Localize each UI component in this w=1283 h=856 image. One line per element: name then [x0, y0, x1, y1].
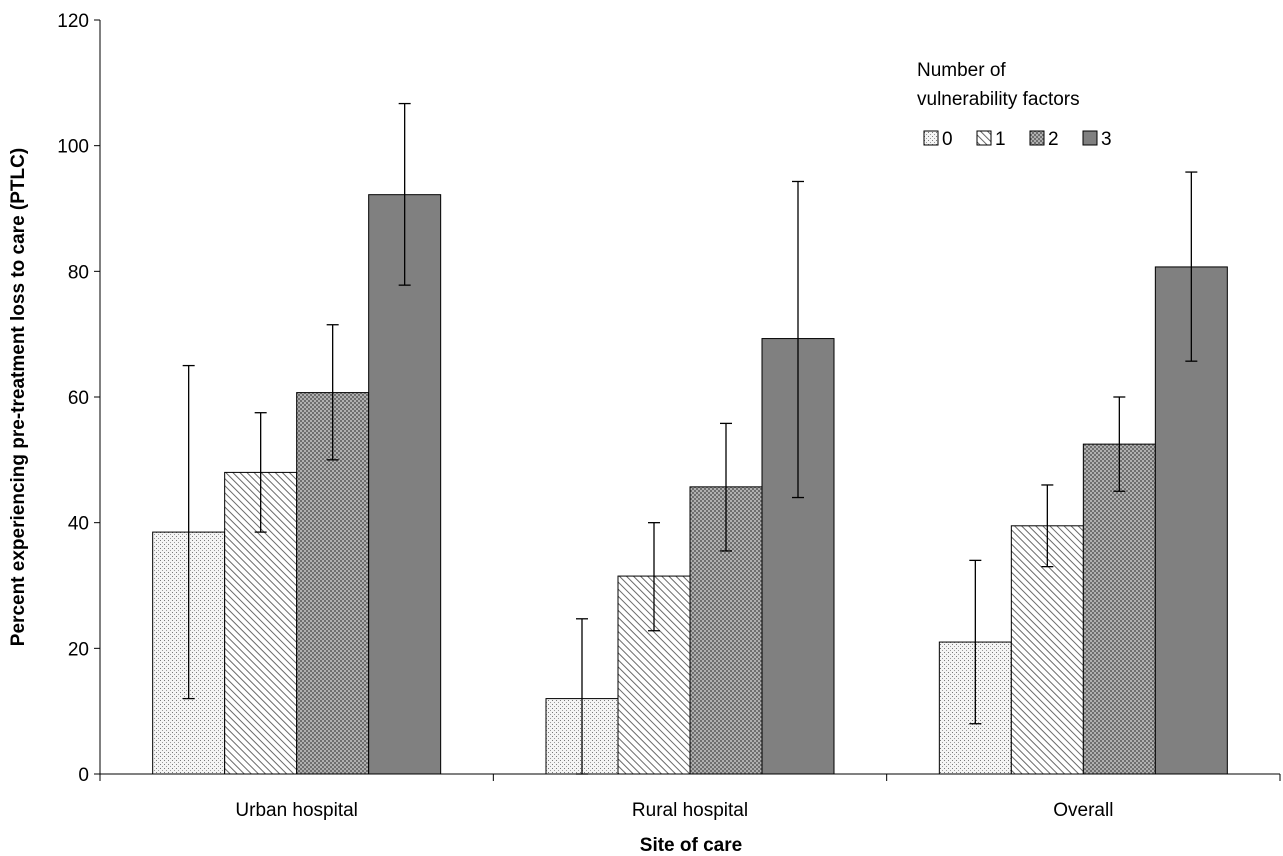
legend-swatch-3 [1082, 130, 1098, 146]
error-bar-series-2-0 [326, 324, 339, 461]
legend: Number of vulnerability factors 0 1 2 3 [917, 60, 1112, 150]
legend-label-0: 0 [942, 129, 953, 150]
legend-label-2: 2 [1048, 129, 1059, 150]
legend-title-line-1: Number of [917, 60, 1006, 81]
error-bar-series-2-1 [720, 422, 732, 552]
x-category-label: Rural hospital [632, 800, 748, 821]
x-category-label: Overall [1053, 800, 1113, 821]
legend-label-3: 3 [1101, 129, 1112, 150]
error-bar-series-0-0 [182, 364, 195, 700]
legend-swatch-0 [923, 130, 939, 146]
legend-swatch-2 [1029, 130, 1045, 146]
y-tick-label: 120 [57, 11, 89, 32]
y-tick-label: 100 [57, 137, 89, 158]
y-tick-label: 60 [68, 388, 89, 409]
y-tick-label: 20 [68, 639, 89, 660]
y-tick-label: 0 [78, 765, 89, 786]
error-bar-series-2-2 [1113, 396, 1126, 492]
x-category-label: Urban hospital [235, 800, 358, 821]
bar-series-2-2 [1082, 443, 1156, 775]
bars-group [152, 194, 1228, 775]
error-bar-series-3-2 [1185, 171, 1198, 362]
y-tick-label: 40 [68, 514, 89, 535]
y-axis-title: Percent experiencing pre-treatment loss … [8, 148, 29, 646]
error-bar-series-3-0 [398, 102, 411, 286]
error-bar-series-1-2 [1041, 484, 1054, 568]
x-axis-title: Site of care [640, 835, 742, 856]
error-bar-series-0-2 [969, 559, 982, 725]
error-bar-series-3-1 [792, 180, 804, 499]
legend-title-line-2: vulnerability factors [917, 89, 1080, 110]
legend-swatch-1 [976, 130, 992, 146]
error-bar-series-1-0 [254, 412, 267, 533]
error-bar-series-1-1 [648, 522, 660, 632]
error-bars-group [182, 102, 1198, 775]
legend-label-1: 1 [995, 129, 1006, 150]
y-tick-label: 80 [68, 262, 89, 283]
